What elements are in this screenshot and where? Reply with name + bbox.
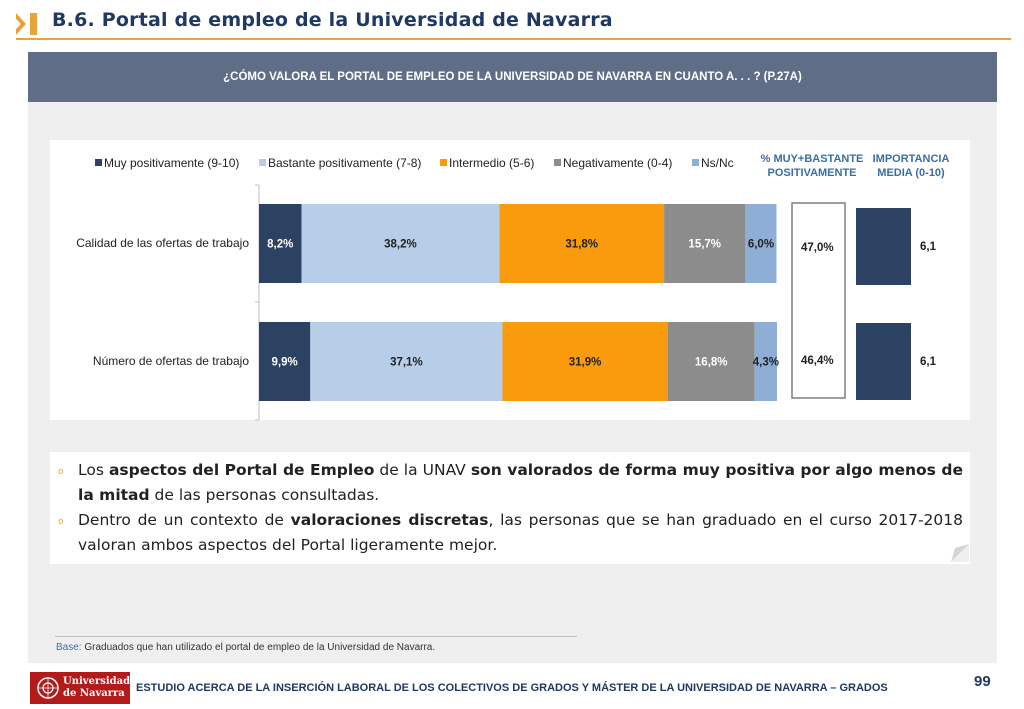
bar-segment — [664, 204, 746, 283]
section-arrow-icon — [16, 13, 37, 35]
logo-line: Universidad — [63, 676, 131, 687]
data-label: 37,1% — [390, 357, 423, 369]
bar-segment — [301, 204, 500, 283]
importancia-value: 6,1 — [920, 241, 936, 253]
column-header-line: POSITIVAMENTE — [767, 167, 857, 179]
logo-wordmark: Universidad de Navarra — [63, 676, 130, 700]
base-label: Base: — [56, 642, 82, 653]
logo-line: de Navarra — [63, 688, 125, 699]
legend-label: Muy positivamente (9-10) — [104, 156, 240, 170]
bar-segment — [259, 322, 311, 401]
question-banner — [28, 52, 997, 102]
legend-item-muy-positivamente: Muy positivamente (9-10) — [95, 156, 239, 170]
bar-segment — [259, 204, 302, 283]
data-label: 8,2% — [267, 239, 293, 251]
column-header-importancia: IMPORTANCIA MEDIA (0-10) — [856, 152, 966, 180]
title-divider — [16, 38, 1011, 40]
muy-bastante-value: 47,0% — [801, 242, 834, 254]
page-number: 99 — [974, 673, 991, 690]
legend-label: Intermedio (5-6) — [449, 156, 535, 170]
legend-label: Ns/Nc — [701, 156, 734, 170]
base-description: Graduados que han utilizado el portal de… — [81, 642, 436, 653]
legend-item-negativamente: Negativamente (0-4) — [554, 156, 672, 170]
data-label: 4,3% — [753, 357, 779, 369]
category-label: Calidad de las ofertas de trabajo — [76, 236, 249, 250]
muy-bastante-box — [791, 202, 846, 399]
importancia-value: 6,1 — [920, 356, 936, 368]
bar-segment — [310, 322, 503, 401]
summary-bullet-1: o Los aspectos del Portal de Empleo de l… — [58, 458, 963, 508]
page-fold-icon — [951, 544, 969, 562]
column-header-muy-bastante: % MUY+BASTANTE POSITIVAMENTE — [752, 152, 872, 180]
legend-label: Negativamente (0-4) — [563, 156, 673, 170]
bullet-text: de la UNAV — [374, 461, 471, 479]
bullet-text: , las personas que se han graduado en el… — [78, 511, 963, 554]
column-header-line: % MUY+BASTANTE — [760, 153, 864, 165]
data-label: 9,9% — [272, 357, 298, 369]
importancia-bar — [856, 323, 911, 400]
data-label: 31,8% — [565, 239, 598, 251]
bullet-text-bold: aspectos del Portal de Empleo — [108, 461, 375, 479]
bullet-text-bold: valoraciones discretas — [290, 511, 489, 529]
bullet-text: Los — [78, 461, 109, 479]
bullet-text: Dentro de un contexto de — [78, 511, 291, 529]
summary-bullet-2: o Dentro de un contexto de valoraciones … — [58, 508, 963, 558]
legend-swatch — [692, 159, 699, 166]
university-seal-icon — [37, 677, 59, 699]
data-label: 16,8% — [695, 357, 728, 369]
bar-segment — [499, 204, 665, 283]
importancia-bar — [856, 208, 911, 285]
data-label: 15,7% — [688, 239, 721, 251]
legend-swatch — [554, 159, 561, 166]
muy-bastante-value: 46,4% — [801, 355, 834, 367]
page-title: B.6. Portal de empleo de la Universidad … — [52, 9, 613, 31]
data-label: 31,9% — [569, 357, 602, 369]
footer-study-title: ESTUDIO ACERCA DE LA INSERCIÓN LABORAL D… — [136, 682, 888, 694]
base-divider — [55, 636, 577, 637]
bar-segment — [667, 322, 755, 401]
bullet-text: de las personas consultadas. — [149, 486, 380, 504]
legend-swatch — [440, 159, 447, 166]
data-label: 38,2% — [384, 239, 417, 251]
data-label: 6,0% — [748, 239, 774, 251]
bar-segment — [502, 322, 668, 401]
legend-swatch — [259, 159, 266, 166]
bullet-text-bold: son valorados de forma muy positiva por … — [78, 461, 963, 504]
base-note: Base: Graduados que han utilizado el por… — [56, 642, 435, 653]
legend-swatch — [95, 159, 102, 166]
legend-item-bastante-positivamente: Bastante positivamente (7-8) — [259, 156, 421, 170]
bullet-marker: o — [58, 517, 64, 527]
category-label: Número de ofertas de trabajo — [92, 354, 249, 368]
summary-box — [50, 452, 970, 564]
question-text: ¿CÓMO VALORA EL PORTAL DE EMPLEO DE LA U… — [223, 71, 802, 83]
legend-item-nsnc: Ns/Nc — [692, 156, 734, 170]
bar-segment — [754, 322, 777, 401]
bar-segment — [745, 204, 777, 283]
column-header-line: IMPORTANCIA — [872, 153, 950, 165]
column-header-line: MEDIA (0-10) — [877, 167, 945, 179]
legend-item-intermedio: Intermedio (5-6) — [440, 156, 534, 170]
bullet-marker: o — [58, 467, 64, 477]
legend-label: Bastante positivamente (7-8) — [268, 156, 422, 170]
